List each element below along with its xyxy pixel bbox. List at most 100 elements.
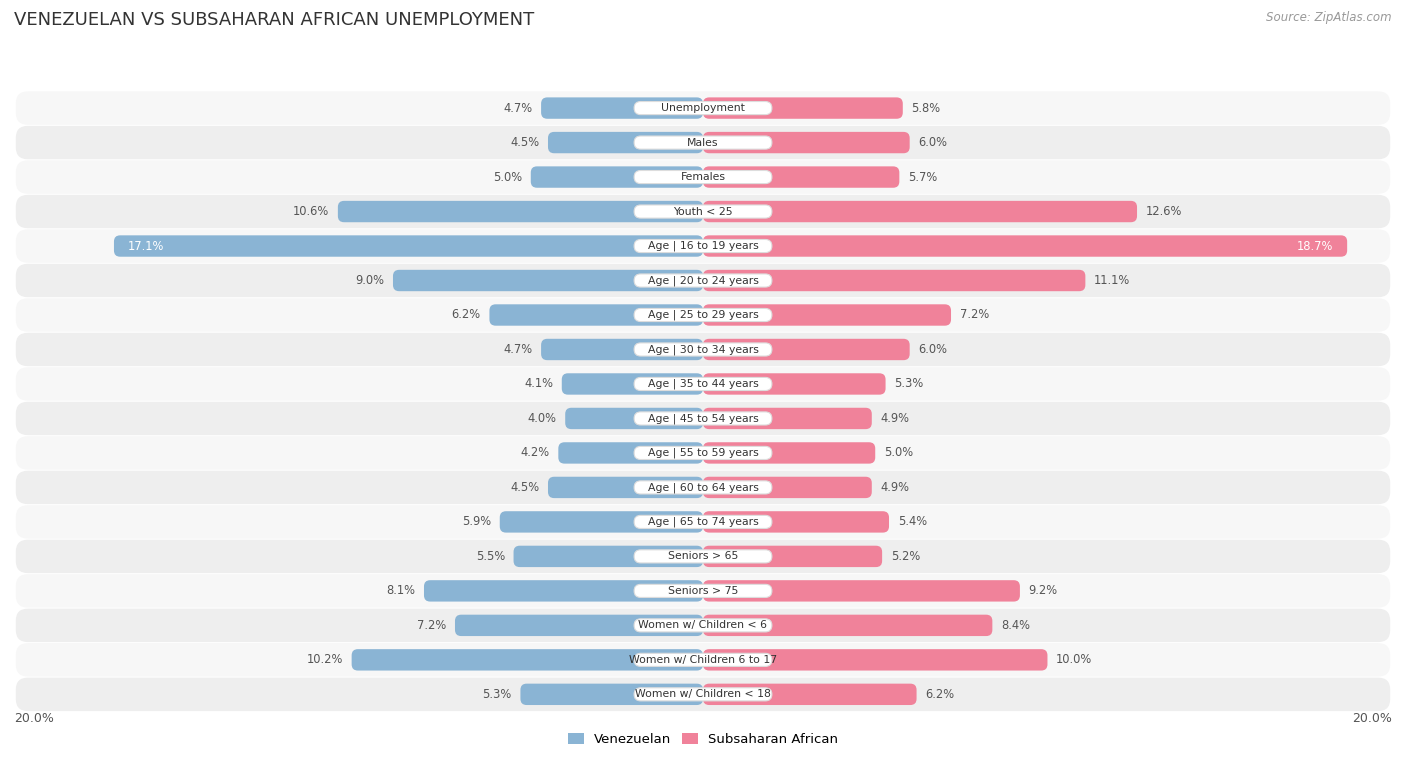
- FancyBboxPatch shape: [634, 378, 772, 391]
- Text: Unemployment: Unemployment: [661, 103, 745, 113]
- FancyBboxPatch shape: [558, 442, 703, 463]
- Text: 4.0%: 4.0%: [527, 412, 557, 425]
- FancyBboxPatch shape: [634, 618, 772, 632]
- Text: Age | 20 to 24 years: Age | 20 to 24 years: [648, 276, 758, 285]
- FancyBboxPatch shape: [703, 201, 1137, 223]
- FancyBboxPatch shape: [15, 367, 1391, 400]
- FancyBboxPatch shape: [15, 678, 1391, 711]
- Text: 4.7%: 4.7%: [503, 101, 533, 114]
- Text: Seniors > 75: Seniors > 75: [668, 586, 738, 596]
- Text: 11.1%: 11.1%: [1094, 274, 1130, 287]
- FancyBboxPatch shape: [634, 274, 772, 287]
- Text: Seniors > 65: Seniors > 65: [668, 551, 738, 562]
- Text: Women w/ Children 6 to 17: Women w/ Children 6 to 17: [628, 655, 778, 665]
- FancyBboxPatch shape: [15, 436, 1391, 469]
- Text: 4.1%: 4.1%: [524, 378, 553, 391]
- FancyBboxPatch shape: [703, 304, 950, 326]
- Text: 6.0%: 6.0%: [918, 136, 948, 149]
- FancyBboxPatch shape: [634, 550, 772, 563]
- FancyBboxPatch shape: [703, 269, 1085, 291]
- FancyBboxPatch shape: [541, 339, 703, 360]
- FancyBboxPatch shape: [634, 170, 772, 184]
- FancyBboxPatch shape: [15, 574, 1391, 608]
- FancyBboxPatch shape: [634, 688, 772, 701]
- Text: 5.3%: 5.3%: [482, 688, 512, 701]
- FancyBboxPatch shape: [634, 239, 772, 253]
- FancyBboxPatch shape: [456, 615, 703, 636]
- FancyBboxPatch shape: [703, 442, 875, 463]
- Text: 8.4%: 8.4%: [1001, 619, 1031, 632]
- Text: Age | 30 to 34 years: Age | 30 to 34 years: [648, 344, 758, 355]
- Text: 4.9%: 4.9%: [880, 481, 910, 494]
- Text: Age | 25 to 29 years: Age | 25 to 29 years: [648, 310, 758, 320]
- FancyBboxPatch shape: [703, 373, 886, 394]
- FancyBboxPatch shape: [703, 167, 900, 188]
- FancyBboxPatch shape: [634, 447, 772, 459]
- FancyBboxPatch shape: [337, 201, 703, 223]
- FancyBboxPatch shape: [634, 412, 772, 425]
- FancyBboxPatch shape: [565, 408, 703, 429]
- Text: VENEZUELAN VS SUBSAHARAN AFRICAN UNEMPLOYMENT: VENEZUELAN VS SUBSAHARAN AFRICAN UNEMPLO…: [14, 11, 534, 30]
- Legend: Venezuelan, Subsaharan African: Venezuelan, Subsaharan African: [562, 728, 844, 752]
- Text: 10.2%: 10.2%: [307, 653, 343, 666]
- FancyBboxPatch shape: [15, 126, 1391, 159]
- FancyBboxPatch shape: [634, 205, 772, 218]
- Text: 5.9%: 5.9%: [463, 516, 491, 528]
- FancyBboxPatch shape: [634, 481, 772, 494]
- Text: 6.0%: 6.0%: [918, 343, 948, 356]
- Text: 4.7%: 4.7%: [503, 343, 533, 356]
- FancyBboxPatch shape: [15, 263, 1391, 298]
- Text: 5.2%: 5.2%: [891, 550, 920, 563]
- FancyBboxPatch shape: [114, 235, 703, 257]
- Text: Age | 55 to 59 years: Age | 55 to 59 years: [648, 447, 758, 458]
- Text: 5.7%: 5.7%: [908, 170, 938, 183]
- Text: 5.8%: 5.8%: [911, 101, 941, 114]
- Text: 9.2%: 9.2%: [1029, 584, 1057, 597]
- Text: 20.0%: 20.0%: [14, 712, 53, 725]
- FancyBboxPatch shape: [499, 511, 703, 533]
- Text: 5.0%: 5.0%: [494, 170, 522, 183]
- FancyBboxPatch shape: [634, 101, 772, 114]
- Text: 4.5%: 4.5%: [510, 481, 540, 494]
- Text: 20.0%: 20.0%: [1353, 712, 1392, 725]
- FancyBboxPatch shape: [634, 516, 772, 528]
- Text: 8.1%: 8.1%: [387, 584, 415, 597]
- FancyBboxPatch shape: [489, 304, 703, 326]
- Text: 5.3%: 5.3%: [894, 378, 924, 391]
- FancyBboxPatch shape: [352, 650, 703, 671]
- FancyBboxPatch shape: [703, 477, 872, 498]
- FancyBboxPatch shape: [15, 333, 1391, 366]
- FancyBboxPatch shape: [513, 546, 703, 567]
- FancyBboxPatch shape: [703, 235, 1347, 257]
- Text: Age | 16 to 19 years: Age | 16 to 19 years: [648, 241, 758, 251]
- FancyBboxPatch shape: [15, 229, 1391, 263]
- FancyBboxPatch shape: [15, 540, 1391, 573]
- FancyBboxPatch shape: [703, 650, 1047, 671]
- FancyBboxPatch shape: [634, 653, 772, 666]
- FancyBboxPatch shape: [703, 98, 903, 119]
- Text: Age | 45 to 54 years: Age | 45 to 54 years: [648, 413, 758, 424]
- Text: Youth < 25: Youth < 25: [673, 207, 733, 217]
- FancyBboxPatch shape: [15, 505, 1391, 539]
- FancyBboxPatch shape: [634, 308, 772, 322]
- FancyBboxPatch shape: [703, 132, 910, 153]
- Text: Females: Females: [681, 172, 725, 182]
- FancyBboxPatch shape: [548, 132, 703, 153]
- FancyBboxPatch shape: [634, 136, 772, 149]
- Text: Males: Males: [688, 138, 718, 148]
- FancyBboxPatch shape: [703, 408, 872, 429]
- Text: 6.2%: 6.2%: [451, 309, 481, 322]
- FancyBboxPatch shape: [703, 580, 1019, 602]
- FancyBboxPatch shape: [531, 167, 703, 188]
- Text: 17.1%: 17.1%: [128, 239, 165, 253]
- Text: Age | 65 to 74 years: Age | 65 to 74 years: [648, 517, 758, 527]
- Text: Women w/ Children < 6: Women w/ Children < 6: [638, 621, 768, 631]
- FancyBboxPatch shape: [425, 580, 703, 602]
- Text: Age | 35 to 44 years: Age | 35 to 44 years: [648, 378, 758, 389]
- Text: 5.0%: 5.0%: [884, 447, 912, 459]
- FancyBboxPatch shape: [634, 584, 772, 597]
- FancyBboxPatch shape: [703, 684, 917, 705]
- Text: 10.6%: 10.6%: [292, 205, 329, 218]
- Text: 4.5%: 4.5%: [510, 136, 540, 149]
- FancyBboxPatch shape: [15, 643, 1391, 677]
